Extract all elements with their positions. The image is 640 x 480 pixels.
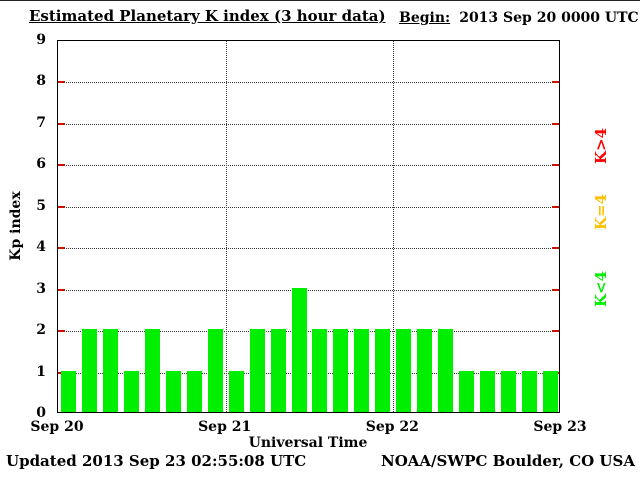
h-gridline — [58, 289, 559, 291]
kp-bar — [186, 370, 202, 412]
kp-bar — [165, 370, 181, 412]
y-tick-mark — [552, 164, 559, 167]
kp-bar — [375, 329, 391, 412]
h-gridline — [58, 123, 559, 125]
kp-bar — [207, 329, 223, 412]
kp-bar — [270, 329, 286, 412]
begin-block: Begin: 2013 Sep 20 0000 UTC — [399, 10, 639, 26]
y-tick-mark — [552, 81, 559, 84]
updated-timestamp: Updated 2013 Sep 23 02:55:08 UTC — [6, 452, 307, 470]
kp-bar — [396, 329, 412, 412]
legend-label: K=4 — [592, 193, 610, 231]
y-tick-mark — [552, 205, 559, 208]
y-tick-mark — [58, 205, 65, 208]
kp-bar — [102, 329, 118, 412]
kp-bar — [480, 370, 496, 412]
begin-value: 2013 Sep 20 0000 UTC — [459, 10, 639, 26]
kp-bar — [123, 370, 139, 412]
kp-bar — [60, 370, 76, 412]
y-tick-mark — [58, 330, 65, 333]
y-tick-mark — [58, 81, 65, 84]
v-gridline — [393, 41, 395, 412]
h-gridline — [58, 331, 559, 333]
y-tick-mark — [58, 288, 65, 291]
y-tick-label: 3 — [36, 280, 46, 297]
legend-label: K>4 — [592, 127, 610, 165]
kp-bar — [249, 329, 265, 412]
kp-bar — [459, 370, 475, 412]
y-tick-mark — [58, 164, 65, 167]
y-tick-mark — [58, 122, 65, 125]
v-gridline — [225, 41, 227, 412]
h-gridline — [58, 165, 559, 167]
x-axis-title: Universal Time — [248, 435, 368, 451]
kp-bar — [354, 329, 370, 412]
kp-bar — [312, 329, 328, 412]
y-tick-mark — [58, 247, 65, 250]
y-tick-mark — [552, 247, 559, 250]
top-border-line — [0, 0, 640, 1]
y-tick-label: 9 — [36, 32, 46, 48]
kp-bar — [291, 287, 307, 412]
legend-label: K<4 — [592, 270, 610, 308]
y-tick-label: 7 — [36, 114, 46, 131]
h-gridline — [58, 248, 559, 250]
kp-bar — [438, 329, 454, 412]
plot-area — [57, 40, 560, 413]
x-tick-label: Sep 21 — [198, 419, 252, 435]
h-gridline — [58, 372, 559, 374]
kp-bar — [417, 329, 433, 412]
kp-bar — [501, 370, 517, 412]
y-tick-label: 2 — [36, 322, 46, 339]
x-tick-label: Sep 23 — [533, 419, 587, 435]
y-tick-mark — [552, 288, 559, 291]
x-tick-label: Sep 22 — [365, 419, 419, 435]
y-tick-label: 4 — [36, 239, 46, 256]
x-tick-label: Sep 20 — [30, 419, 84, 435]
begin-label: Begin: — [399, 10, 451, 26]
y-tick-label: 0 — [36, 405, 46, 421]
kp-bar — [81, 329, 97, 412]
y-tick-label: 8 — [36, 73, 46, 90]
source-credit: NOAA/SWPC Boulder, CO USA — [380, 452, 635, 470]
h-gridline — [58, 82, 559, 84]
kp-bar — [543, 370, 559, 412]
y-axis-title: Kp index — [8, 191, 24, 261]
h-gridline — [58, 206, 559, 208]
chart-title: Estimated Planetary K index (3 hour data… — [29, 7, 386, 25]
y-tick-label: 5 — [36, 197, 46, 214]
y-tick-label: 1 — [36, 363, 46, 380]
y-tick-mark — [552, 330, 559, 333]
y-tick-label: 6 — [36, 156, 46, 173]
kp-bar — [144, 329, 160, 412]
y-tick-mark — [552, 122, 559, 125]
kp-bar — [228, 370, 244, 412]
kp-bar — [333, 329, 349, 412]
kp-bar — [522, 370, 538, 412]
